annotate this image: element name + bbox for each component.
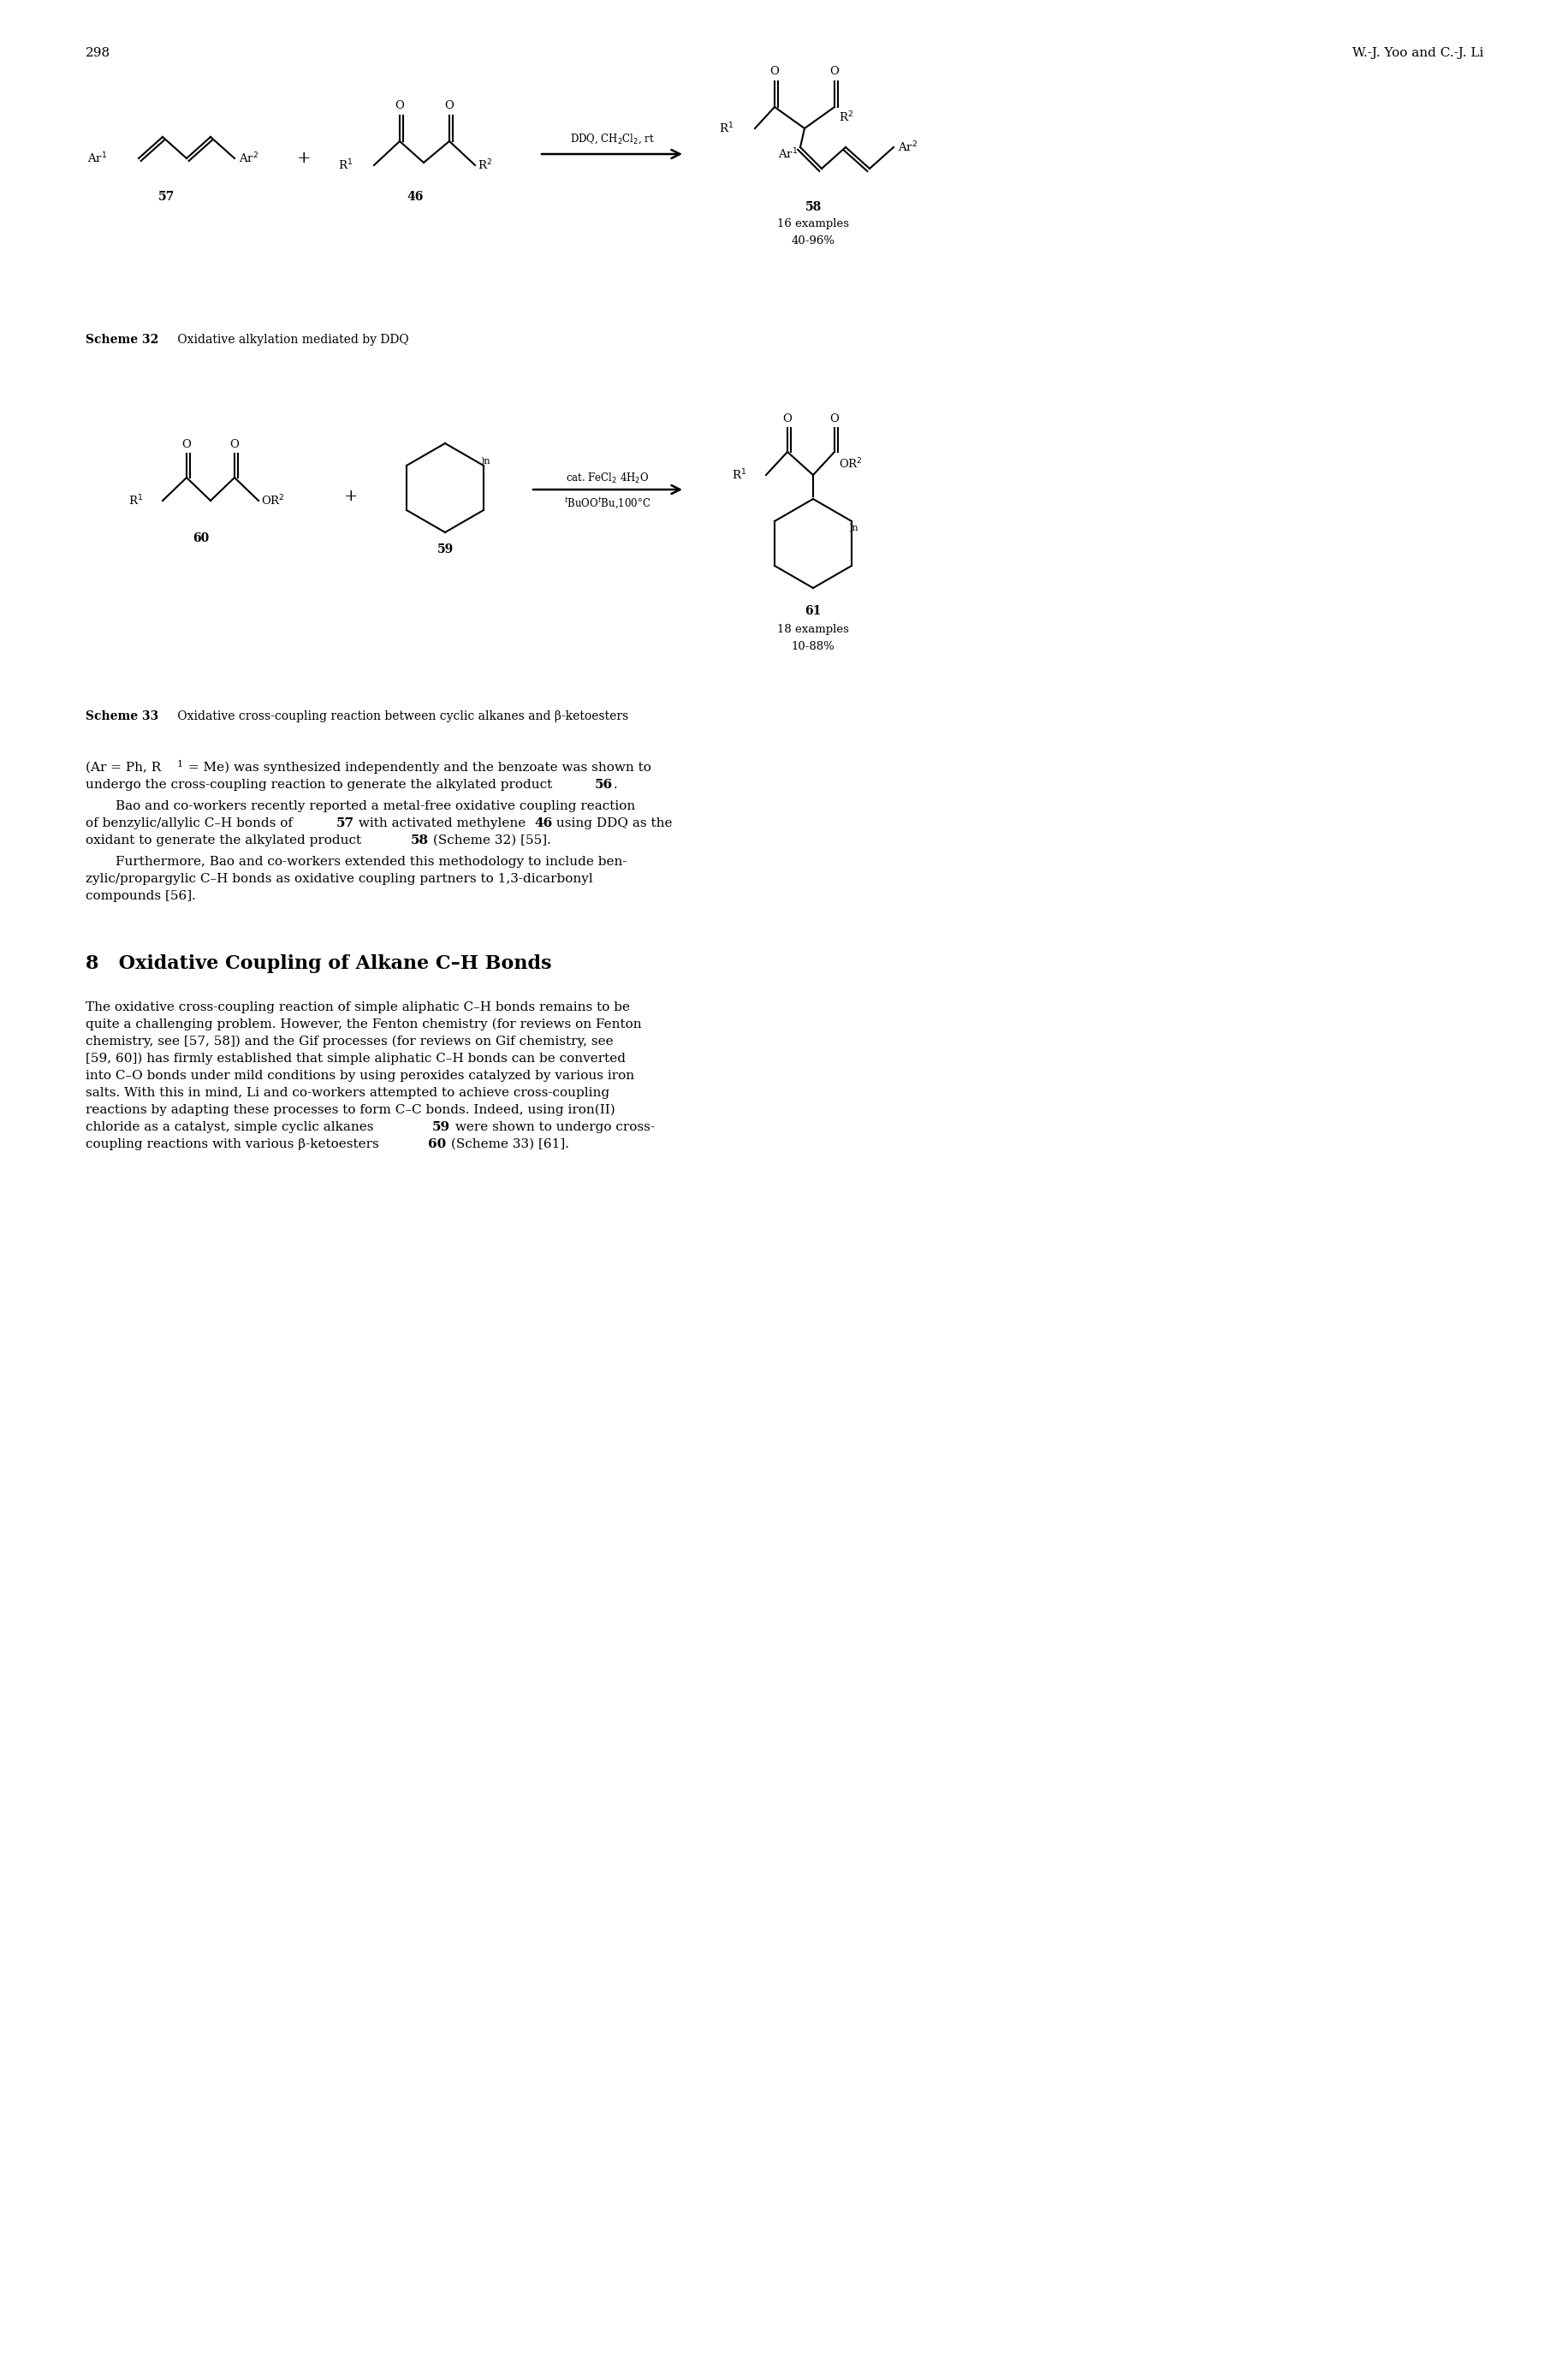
Text: 40-96%: 40-96% [790,235,834,247]
Text: 61: 61 [804,606,822,618]
Text: O: O [782,413,792,425]
Text: O: O [829,66,839,76]
Text: Oxidative cross-coupling reaction between cyclic alkanes and β-ketoesters: Oxidative cross-coupling reaction betwee… [174,710,629,722]
Text: chloride as a catalyst, simple cyclic alkanes: chloride as a catalyst, simple cyclic al… [86,1121,378,1133]
Text: 60: 60 [428,1138,445,1150]
Text: 1: 1 [177,760,183,770]
Text: Ar$^2$: Ar$^2$ [897,140,917,154]
Text: 58: 58 [804,202,822,214]
Text: DDQ, CH$_2$Cl$_2$, rt: DDQ, CH$_2$Cl$_2$, rt [569,133,654,145]
Text: 59: 59 [436,544,453,556]
Text: 8   Oxidative Coupling of Alkane C–H Bonds: 8 Oxidative Coupling of Alkane C–H Bonds [86,955,552,974]
Text: Scheme 32: Scheme 32 [86,335,158,347]
Text: +: + [296,150,310,166]
Text: $^t$BuOO$^t$Bu,100°C: $^t$BuOO$^t$Bu,100°C [564,496,651,511]
Text: 57: 57 [336,817,354,829]
Text: R$^2$: R$^2$ [839,109,853,123]
Text: O: O [770,66,779,76]
Text: R$^1$: R$^1$ [129,494,143,508]
Text: )n: )n [480,456,491,466]
Text: R$^1$: R$^1$ [337,159,353,173]
Text: )n: )n [848,522,858,532]
Text: 56: 56 [594,779,613,791]
Text: .: . [613,779,618,791]
Text: O: O [829,413,839,425]
Text: O: O [395,100,405,112]
Text: chemistry, see [57, 58]) and the Gif processes (for reviews on Gif chemistry, se: chemistry, see [57, 58]) and the Gif pro… [86,1036,613,1047]
Text: using DDQ as the: using DDQ as the [552,817,673,829]
Text: of benzylic/allylic C–H bonds of: of benzylic/allylic C–H bonds of [86,817,296,829]
Text: 57: 57 [158,190,176,202]
Text: into C–O bonds under mild conditions by using peroxides catalyzed by various iro: into C–O bonds under mild conditions by … [86,1069,633,1081]
Text: O: O [444,100,453,112]
Text: (Scheme 33) [61].: (Scheme 33) [61]. [447,1138,569,1150]
Text: with activated methylene: with activated methylene [354,817,530,829]
Text: R$^1$: R$^1$ [718,121,734,135]
Text: salts. With this in mind, Li and co-workers attempted to achieve cross-coupling: salts. With this in mind, Li and co-work… [86,1088,610,1100]
Text: R$^2$: R$^2$ [477,159,492,173]
Text: R$^1$: R$^1$ [731,468,746,482]
Text: Ar$^1$: Ar$^1$ [778,147,797,162]
Text: The oxidative cross-coupling reaction of simple aliphatic C–H bonds remains to b: The oxidative cross-coupling reaction of… [86,1002,630,1014]
Text: cat. FeCl$_2$ 4H$_2$O: cat. FeCl$_2$ 4H$_2$O [566,473,649,484]
Text: Furthermore, Bao and co-workers extended this methodology to include ben-: Furthermore, Bao and co-workers extended… [116,855,627,867]
Text: 10-88%: 10-88% [790,641,834,653]
Text: were shown to undergo cross-: were shown to undergo cross- [452,1121,654,1133]
Text: +: + [343,489,358,504]
Text: 59: 59 [433,1121,450,1133]
Text: compounds [56].: compounds [56]. [86,891,196,902]
Text: (Ar = Ph, R: (Ar = Ph, R [86,762,162,774]
Text: (Scheme 32) [55].: (Scheme 32) [55]. [428,834,550,846]
Text: reactions by adapting these processes to form C–C bonds. Indeed, using iron(II): reactions by adapting these processes to… [86,1104,615,1116]
Text: coupling reactions with various β-ketoesters: coupling reactions with various β-ketoes… [86,1138,383,1150]
Text: O: O [182,439,191,451]
Text: 18 examples: 18 examples [776,625,848,634]
Text: W.-J. Yoo and C.-J. Li: W.-J. Yoo and C.-J. Li [1352,48,1482,59]
Text: 58: 58 [411,834,428,846]
Text: 60: 60 [193,532,209,544]
Text: 16 examples: 16 examples [776,218,848,230]
Text: oxidant to generate the alkylated product: oxidant to generate the alkylated produc… [86,834,365,846]
Text: Scheme 33: Scheme 33 [86,710,158,722]
Text: zylic/propargylic C–H bonds as oxidative coupling partners to 1,3-dicarbonyl: zylic/propargylic C–H bonds as oxidative… [86,874,593,886]
Text: OR$^2$: OR$^2$ [260,494,285,508]
Text: [59, 60]) has firmly established that simple aliphatic C–H bonds can be converte: [59, 60]) has firmly established that si… [86,1052,626,1064]
Text: Ar$^1$: Ar$^1$ [88,152,107,166]
Text: Oxidative alkylation mediated by DDQ: Oxidative alkylation mediated by DDQ [174,335,409,347]
Text: 46: 46 [533,817,552,829]
Text: undergo the cross-coupling reaction to generate the alkylated product: undergo the cross-coupling reaction to g… [86,779,557,791]
Text: OR$^2$: OR$^2$ [839,456,862,470]
Text: quite a challenging problem. However, the Fenton chemistry (for reviews on Fento: quite a challenging problem. However, th… [86,1019,641,1031]
Text: 298: 298 [86,48,110,59]
Text: Ar$^2$: Ar$^2$ [238,152,259,166]
Text: Bao and co-workers recently reported a metal-free oxidative coupling reaction: Bao and co-workers recently reported a m… [116,800,635,812]
Text: = Me) was synthesized independently and the benzoate was shown to: = Me) was synthesized independently and … [183,762,651,774]
Text: O: O [230,439,238,451]
Text: 46: 46 [406,190,423,202]
